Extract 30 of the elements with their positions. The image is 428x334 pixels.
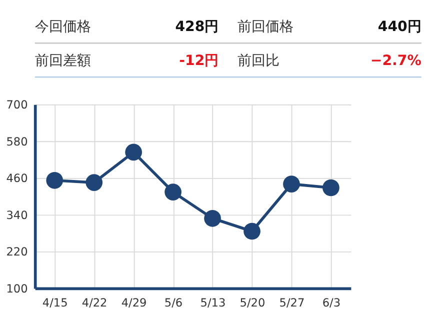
y-tick-label: 100	[6, 282, 28, 296]
point	[46, 172, 64, 189]
x-tick-label: 5/13	[200, 296, 226, 310]
text: −2.7%	[370, 52, 422, 69]
x-tick-label: 5/20	[240, 296, 266, 310]
x-tick-label: 4/22	[82, 296, 108, 310]
y-tick-label: 460	[6, 172, 28, 186]
point	[283, 176, 300, 192]
point	[164, 184, 182, 200]
point	[125, 144, 142, 161]
y-tick-label: 700	[6, 98, 28, 112]
point	[244, 222, 260, 240]
point	[322, 179, 340, 196]
text: 前回差額	[34, 52, 91, 69]
x-tick-label: 5/6	[164, 296, 183, 310]
text: 428円	[175, 18, 219, 35]
y-tick-label: 580	[6, 135, 28, 148]
x-tick-label: 5/27	[279, 296, 305, 310]
x-tick-label: 4/15	[42, 296, 68, 310]
point	[204, 210, 221, 227]
y-tick-label: 340	[6, 208, 28, 222]
x-tick-label: 4/29	[121, 296, 147, 310]
text: 前回比	[238, 52, 280, 69]
point	[86, 174, 103, 191]
text: -12円	[179, 52, 219, 69]
x-tick-label: 6/3	[322, 296, 341, 310]
text: 今回価格	[34, 18, 91, 35]
text: 前回価格	[238, 18, 294, 35]
y-tick-label: 220	[6, 246, 28, 259]
text: 440円	[378, 18, 422, 35]
